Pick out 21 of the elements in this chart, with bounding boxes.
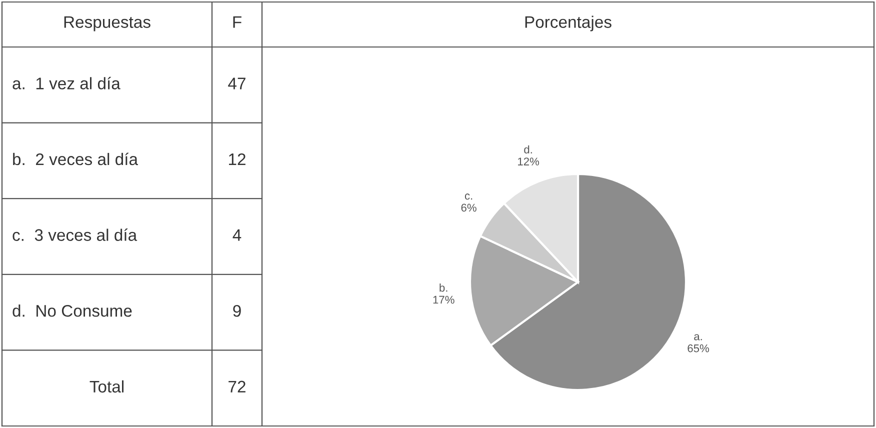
data-label: 6% <box>461 204 476 212</box>
text: Respuestas <box>64 16 150 32</box>
text: b. 2 veces al día <box>13 152 138 166</box>
slice-label: c. <box>464 194 472 200</box>
text: Total <box>90 380 124 393</box>
slice-label: a. <box>694 334 702 340</box>
text: 4 <box>232 229 242 241</box>
text: 12 <box>229 153 246 166</box>
data-label: 65% <box>688 344 710 352</box>
text: F <box>233 16 242 28</box>
text: 47 <box>228 78 246 90</box>
data-label: 17% <box>433 296 454 304</box>
slice-label: d. <box>524 145 532 154</box>
text: 72 <box>228 380 246 392</box>
chart-title: Porcentajes <box>525 16 612 32</box>
text: d. No Consume <box>12 304 132 317</box>
text: 9 <box>233 304 241 317</box>
slice-label: b. <box>440 284 448 292</box>
text: c. 3 veces al día <box>12 228 138 241</box>
data-label: 12% <box>518 158 540 166</box>
text: a. 1 vez al día <box>12 76 120 90</box>
